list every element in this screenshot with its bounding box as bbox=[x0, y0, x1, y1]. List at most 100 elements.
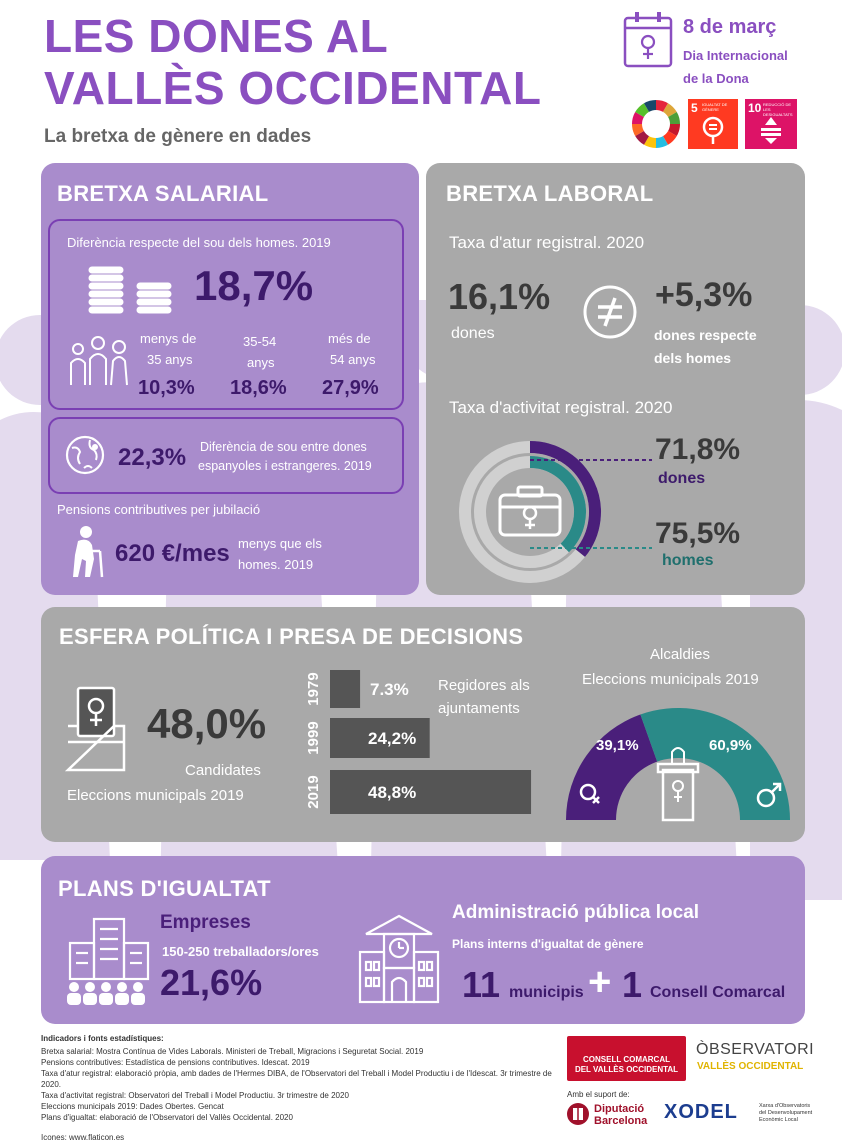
foreign-label1: Diferència de sou entre dones bbox=[200, 440, 367, 454]
municipis-label: municipis bbox=[509, 984, 584, 1001]
coins-icon bbox=[87, 265, 173, 315]
candidates-label2: Eleccions municipals 2019 bbox=[67, 787, 244, 804]
age1-label1: menys de bbox=[140, 331, 197, 346]
support-label: Amb el suport de: bbox=[567, 1090, 630, 1099]
observatori-logo-line1: ÒBSERVATORI bbox=[696, 1041, 815, 1058]
company-building-icon bbox=[67, 917, 150, 1005]
xodel-logo: XODEL bbox=[664, 1101, 738, 1123]
plans-panel bbox=[41, 856, 805, 1024]
pension-note1: menys que els bbox=[238, 536, 322, 551]
podium-female-icon bbox=[656, 747, 700, 822]
main-title-line1: LES DONES AL bbox=[44, 10, 389, 62]
age3-value: 27,9% bbox=[322, 377, 379, 399]
xodel-desc-line: del Desenvolupament bbox=[759, 1110, 813, 1116]
reduced-inequalities-icon bbox=[761, 117, 781, 144]
atur-who: dones bbox=[451, 325, 495, 342]
source-line: Bretxa salarial: Mostra Contínua de Vide… bbox=[41, 1047, 424, 1056]
calendar-female-icon bbox=[623, 12, 673, 68]
source-line: Taxa d'activitat registral: Observatori … bbox=[41, 1091, 349, 1100]
xodel-desc: Xarxa d'Observatoris del Desenvolupament… bbox=[759, 1103, 812, 1124]
age2-value: 18,6% bbox=[230, 377, 287, 399]
alcaldies-label1: Alcaldies bbox=[650, 646, 711, 663]
family-icon bbox=[70, 336, 128, 386]
laboral-title: BRETXA LABORAL bbox=[446, 181, 654, 206]
mayors-gauge bbox=[566, 708, 790, 822]
activity-leaders bbox=[530, 459, 652, 549]
regidores-bar bbox=[330, 770, 532, 814]
elderly-person-icon bbox=[73, 526, 104, 578]
gender-equality-icon bbox=[702, 116, 724, 144]
empreses-sub: 150-250 treballadors/ores bbox=[162, 944, 319, 959]
foreign-diff-box bbox=[48, 417, 404, 494]
source-line: Taxa d'atur registral: elaboració pròpia… bbox=[41, 1069, 552, 1089]
sdg10-tile: 10 REDUCCIÓ DE LES DESIGUALTATS bbox=[745, 99, 797, 149]
pension-note2: homes. 2019 bbox=[238, 557, 314, 572]
subtitle: La bretxa de gènere en dades bbox=[44, 126, 312, 147]
men-activity-value: 75,5% bbox=[655, 517, 741, 550]
foreign-label2: espanyoles i estrangeres. 2019 bbox=[198, 459, 372, 473]
activity-rings bbox=[459, 441, 601, 583]
sdg10-text: REDUCCIÓ DE LES DESIGUALTATS bbox=[763, 102, 793, 117]
atur-diff-label1: dones respecte bbox=[654, 327, 757, 343]
sources-block: Indicadors i fonts estadístiques: Bretxa… bbox=[41, 1033, 561, 1143]
sdg-wheel-icon bbox=[632, 99, 680, 149]
plans-title: PLANS D'IGUALTAT bbox=[58, 876, 271, 901]
not-equal-icon bbox=[583, 285, 637, 339]
women-activity-value: 71,8% bbox=[655, 433, 741, 466]
municipis-value: 11 bbox=[462, 964, 501, 1005]
plus-sign: + bbox=[588, 960, 612, 1004]
regidores-bar-value: 48,8% bbox=[368, 783, 416, 802]
sdg5-text: IGUALTAT DE GÈNERE bbox=[702, 102, 728, 112]
consell-logo-line2: DEL VALLÈS OCCIDENTAL bbox=[574, 1065, 679, 1074]
diputacio-line1: Diputació bbox=[594, 1103, 645, 1115]
consell-label: Consell Comarcal bbox=[650, 984, 786, 1001]
icons-credit: Icones: www.flaticon.es bbox=[41, 1133, 125, 1142]
politica-title: ESFERA POLÍTICA I PRESA DE DECISIONS bbox=[59, 624, 524, 649]
regidores-chart: 7.3% 1979 24,2% 1999 48,8% 2019 bbox=[305, 670, 532, 814]
women-mayors-value: 39,1% bbox=[596, 737, 639, 754]
men-activity-label: homes bbox=[662, 552, 714, 569]
candidates-value: 48,0% bbox=[147, 700, 267, 747]
main-title-line2: VALLÈS OCCIDENTAL bbox=[44, 62, 542, 114]
consell-value: 1 bbox=[622, 964, 643, 1005]
empreses-label: Empreses bbox=[160, 912, 251, 933]
age3-label1: més de bbox=[328, 331, 371, 346]
salary-diff-label: Diferència respecte del sou dels homes. … bbox=[67, 235, 331, 250]
regidores-bar-value: 7.3% bbox=[370, 680, 409, 699]
consell-comarcal-logo: CONSELL COMARCAL DEL VALLÈS OCCIDENTAL bbox=[567, 1036, 686, 1081]
town-hall-icon bbox=[358, 914, 440, 1004]
admin-sub: Plans interns d'igualtat de gènere bbox=[452, 937, 644, 951]
sdg5-tile: 5 IGUALTAT DE GÈNERE bbox=[688, 99, 738, 149]
salarial-title: BRETXA SALARIAL bbox=[57, 181, 269, 206]
ballot-box-icon bbox=[64, 686, 126, 772]
atur-diff-label2: dels homes bbox=[654, 350, 732, 366]
female-symbol-icon bbox=[579, 783, 600, 804]
xodel-desc-line: Xarxa d'Observatoris bbox=[759, 1103, 811, 1109]
source-line: Pensions contributives: Estadística de p… bbox=[41, 1058, 310, 1067]
empreses-value: 21,6% bbox=[160, 962, 263, 1003]
regidores-bar bbox=[330, 670, 361, 708]
regidores-label1: Regidores als bbox=[438, 677, 530, 694]
sources-heading: Indicadors i fonts estadístiques: bbox=[41, 1034, 164, 1043]
women-activity-ring bbox=[529, 441, 601, 557]
regidores-bar bbox=[330, 718, 430, 758]
salarial-panel bbox=[41, 163, 419, 595]
age2-label1: 35-54 bbox=[243, 334, 277, 349]
source-line: Eleccions municipals 2019: Dades Obertes… bbox=[41, 1102, 224, 1111]
atur-diff-value: +5,3% bbox=[655, 276, 753, 314]
age2-label2: anys bbox=[247, 355, 275, 370]
xodel-desc-line: Econòmic Local bbox=[759, 1117, 798, 1123]
laboral-panel bbox=[426, 163, 805, 595]
main-title: LES DONES AL VALLÈS OCCIDENTAL bbox=[44, 10, 541, 114]
foreign-diff-value: 22,3% bbox=[118, 444, 187, 471]
age1-value: 10,3% bbox=[138, 377, 195, 399]
consell-logo-line1: CONSELL COMARCAL bbox=[583, 1055, 670, 1064]
globe-icon bbox=[65, 435, 105, 475]
male-symbol-icon bbox=[756, 782, 782, 808]
activitat-label: Taxa d'activitat registral. 2020 bbox=[449, 398, 673, 417]
men-mayors-arc bbox=[640, 708, 790, 820]
pension-value: 620 €/mes bbox=[115, 540, 230, 567]
diputacio-seal-icon bbox=[567, 1103, 589, 1125]
regidores-bar-value: 24,2% bbox=[368, 729, 416, 748]
briefcase-female-icon bbox=[498, 485, 562, 537]
